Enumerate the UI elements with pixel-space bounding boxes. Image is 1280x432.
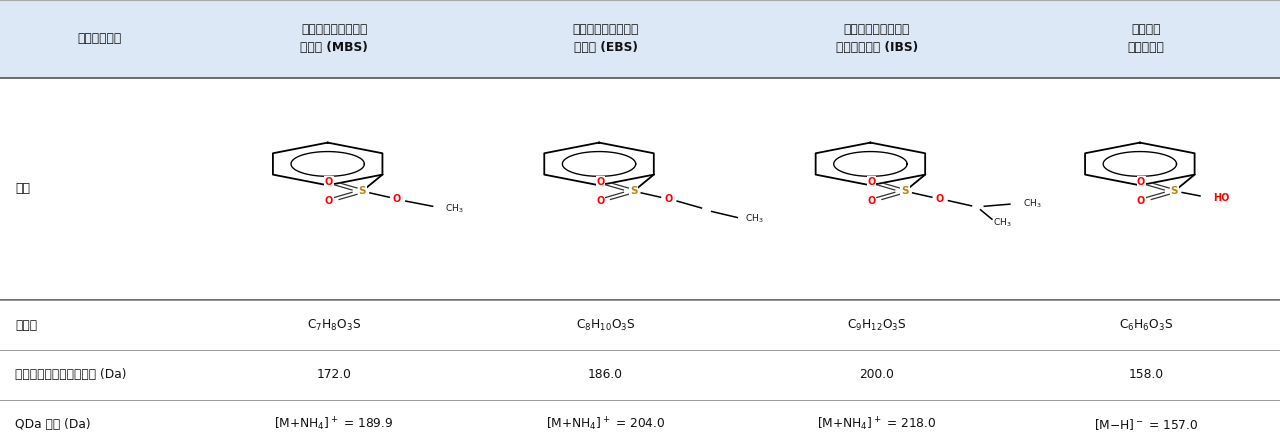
Text: [M+NH$_4$]$^+$ = 204.0: [M+NH$_4$]$^+$ = 204.0 xyxy=(545,416,666,432)
Text: O: O xyxy=(664,194,672,204)
Text: モノアイソトピック質量 (Da): モノアイソトピック質量 (Da) xyxy=(15,368,127,381)
Text: O: O xyxy=(868,196,876,206)
Text: O: O xyxy=(596,196,604,206)
Text: 158.0: 158.0 xyxy=(1129,368,1164,381)
Text: [M+NH$_4$]$^+$ = 218.0: [M+NH$_4$]$^+$ = 218.0 xyxy=(817,416,937,432)
Text: S: S xyxy=(901,186,909,196)
Text: CH$_3$: CH$_3$ xyxy=(1023,197,1042,210)
Text: O: O xyxy=(325,196,333,206)
Text: O: O xyxy=(325,177,333,187)
Text: [M$-$H]$^-$ = 157.0: [M$-$H]$^-$ = 157.0 xyxy=(1094,417,1198,432)
Text: S: S xyxy=(1171,186,1178,196)
Text: O: O xyxy=(1137,177,1146,187)
Text: CH$_3$: CH$_3$ xyxy=(745,213,764,226)
Text: O: O xyxy=(393,194,401,204)
Text: ベンゼンスルホン酸
メチル (MBS): ベンゼンスルホン酸 メチル (MBS) xyxy=(301,23,367,54)
Bar xyxy=(0,0,1280,78)
Text: CH$_3$: CH$_3$ xyxy=(445,202,465,215)
Text: 構造: 構造 xyxy=(15,182,31,196)
Text: S: S xyxy=(358,186,366,196)
Text: HO: HO xyxy=(1213,193,1229,203)
Text: CH$_3$: CH$_3$ xyxy=(993,216,1012,229)
Text: 172.0: 172.0 xyxy=(316,368,352,381)
Text: [M+NH$_4$]$^+$ = 189.9: [M+NH$_4$]$^+$ = 189.9 xyxy=(274,416,394,432)
Text: C$_7$H$_8$O$_3$S: C$_7$H$_8$O$_3$S xyxy=(307,318,361,333)
Text: 化学式: 化学式 xyxy=(15,318,37,332)
Text: 200.0: 200.0 xyxy=(859,368,895,381)
Text: 186.0: 186.0 xyxy=(588,368,623,381)
Text: C$_6$H$_6$O$_3$S: C$_6$H$_6$O$_3$S xyxy=(1119,318,1174,333)
Text: O: O xyxy=(936,194,943,204)
Text: O: O xyxy=(596,177,604,187)
Text: ベンゼンスルホン酸
エチル (EBS): ベンゼンスルホン酸 エチル (EBS) xyxy=(572,23,639,54)
Text: C$_9$H$_{12}$O$_3$S: C$_9$H$_{12}$O$_3$S xyxy=(847,318,906,333)
Text: O: O xyxy=(868,177,876,187)
Text: パラメーター: パラメーター xyxy=(77,32,122,45)
Text: O: O xyxy=(1137,196,1146,206)
Text: ベンゼンスルホン酸
イソプロピル (IBS): ベンゼンスルホン酸 イソプロピル (IBS) xyxy=(836,23,918,54)
Text: S: S xyxy=(630,186,637,196)
Text: QDa 検出 (Da): QDa 検出 (Da) xyxy=(15,418,91,431)
Text: C$_8$H$_{10}$O$_3$S: C$_8$H$_{10}$O$_3$S xyxy=(576,318,635,333)
Text: ベンゼン
スルホン酸: ベンゼン スルホン酸 xyxy=(1128,23,1165,54)
